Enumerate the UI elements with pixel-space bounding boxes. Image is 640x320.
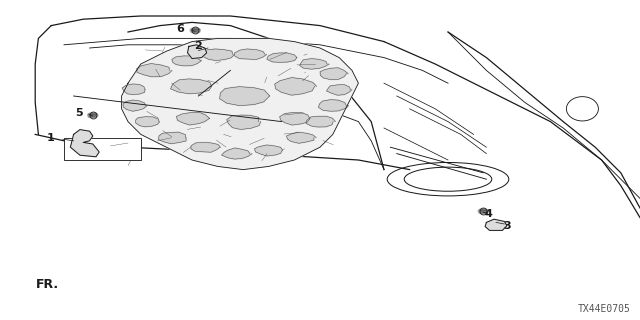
Polygon shape — [171, 79, 212, 94]
Circle shape — [480, 210, 486, 213]
Polygon shape — [122, 38, 358, 170]
Polygon shape — [159, 132, 186, 144]
Text: TX44E0705: TX44E0705 — [577, 304, 630, 314]
Text: 1: 1 — [47, 132, 54, 143]
Polygon shape — [172, 56, 202, 66]
Polygon shape — [136, 117, 160, 127]
Text: 3: 3 — [503, 221, 511, 231]
Polygon shape — [137, 64, 172, 77]
Polygon shape — [227, 115, 261, 130]
Circle shape — [190, 28, 200, 33]
Circle shape — [88, 113, 98, 118]
Polygon shape — [320, 68, 348, 80]
Polygon shape — [220, 87, 269, 106]
Polygon shape — [202, 49, 234, 60]
Polygon shape — [177, 112, 210, 125]
Polygon shape — [123, 100, 147, 111]
Circle shape — [90, 114, 96, 117]
Circle shape — [192, 29, 198, 32]
Ellipse shape — [566, 97, 598, 121]
Polygon shape — [306, 116, 335, 127]
Text: FR.: FR. — [36, 278, 59, 291]
Polygon shape — [287, 132, 316, 143]
Polygon shape — [188, 45, 207, 59]
Polygon shape — [319, 100, 349, 111]
Polygon shape — [485, 219, 507, 230]
Polygon shape — [267, 53, 297, 62]
Polygon shape — [122, 84, 145, 94]
Polygon shape — [326, 84, 352, 95]
Polygon shape — [70, 130, 99, 157]
Circle shape — [478, 209, 488, 214]
Polygon shape — [235, 49, 267, 60]
Polygon shape — [191, 142, 220, 152]
Polygon shape — [300, 59, 329, 69]
Text: 6: 6 — [177, 24, 184, 34]
Polygon shape — [280, 113, 310, 125]
Text: 4: 4 — [485, 209, 493, 220]
Text: 2: 2 — [194, 41, 202, 51]
Polygon shape — [275, 77, 317, 95]
Polygon shape — [221, 148, 252, 159]
Polygon shape — [255, 145, 283, 156]
Text: 5: 5 — [76, 108, 83, 118]
Polygon shape — [64, 138, 141, 160]
